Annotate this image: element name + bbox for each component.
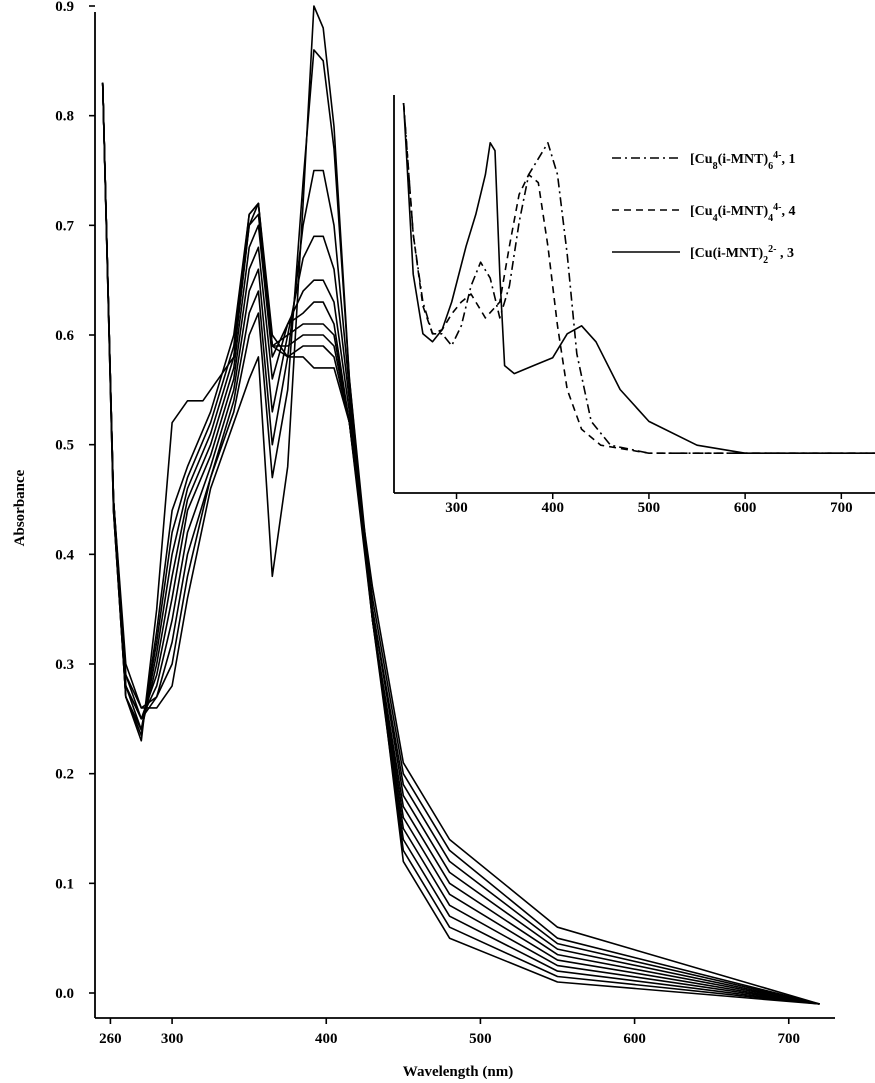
y-tick-label: 0.0 <box>55 986 74 1002</box>
x-tick-label: 600 <box>623 1031 646 1047</box>
legend-label-part: [Cu <box>690 152 713 167</box>
legend-label-part: (i-MNT) <box>713 246 764 261</box>
y-tick-label: 0.1 <box>55 876 74 892</box>
inset-x-tick-label: 700 <box>830 500 853 516</box>
inset-plot: 300 400 500 600 700 [Cu8(i-MNT)64-, 1[Cu4(i-… <box>393 95 875 516</box>
y-tick-label: 0.5 <box>55 438 74 454</box>
legend-label-part: (i-MNT) <box>718 152 769 167</box>
main-x-ticks: 260 300 400 500 600 700 <box>99 1018 800 1047</box>
inset-x-tick-label: 400 <box>541 500 564 516</box>
legend-label-part: [Cu <box>690 246 713 261</box>
legend-label-part: 4- <box>773 150 781 161</box>
y-tick-label: 0.9 <box>55 0 74 15</box>
legend-label-part: 4 <box>768 213 773 224</box>
main-y-ticks: 0.0 0.1 0.2 0.3 0.4 0.5 0.6 0.7 0.8 0.9 <box>55 0 95 1002</box>
legend-label-part: 4 <box>713 213 718 224</box>
inset-curves <box>402 102 875 454</box>
main-plot: 0.0 0.1 0.2 0.3 0.4 0.5 0.6 0.7 0.8 0.9 260 300 400… <box>12 0 835 1080</box>
inset-x-ticks: 300 400 500 600 700 <box>445 493 853 516</box>
inset-spectrum-curve-1 <box>402 102 875 454</box>
inset-legend: [Cu8(i-MNT)64-, 1[Cu4(i-MNT)44-, 4[Cu(i-… <box>612 150 795 266</box>
legend-label-part: 8 <box>713 161 718 172</box>
y-tick-label: 0.8 <box>55 109 74 125</box>
main-curves <box>101 5 820 1005</box>
legend-label-1: [Cu8(i-MNT)64-, 1 <box>690 150 795 172</box>
main-x-axis-title: Wavelength (nm) <box>403 1064 513 1080</box>
inset-spectrum-curve-3 <box>402 102 875 454</box>
legend-label-part: 2- <box>768 244 776 255</box>
main-spectrum-curve-10 <box>101 82 820 1005</box>
legend-label-part: 4- <box>773 202 781 213</box>
y-tick-label: 0.6 <box>55 328 74 344</box>
legend-label-part: , 3 <box>776 246 794 261</box>
x-tick-label: 500 <box>469 1031 492 1047</box>
y-tick-label: 0.4 <box>55 547 74 563</box>
inset-x-tick-label: 500 <box>638 500 661 516</box>
main-spectrum-curve-6 <box>101 82 820 1005</box>
legend-label-part: 6 <box>768 161 773 172</box>
x-tick-label: 400 <box>315 1031 338 1047</box>
main-spectrum-curve-2 <box>101 49 820 1005</box>
legend-label-2: [Cu4(i-MNT)44-, 4 <box>690 202 795 224</box>
legend-label-part: [Cu <box>690 204 713 219</box>
x-tick-label: 260 <box>99 1031 122 1047</box>
y-tick-label: 0.3 <box>55 657 74 673</box>
y-tick-label: 0.7 <box>55 218 74 234</box>
legend-label-part: , 1 <box>781 152 795 167</box>
legend-label-part: , 4 <box>781 204 795 219</box>
inset-spectrum-curve-2 <box>402 102 875 454</box>
x-tick-label: 700 <box>778 1031 801 1047</box>
inset-x-tick-label: 300 <box>445 500 468 516</box>
inset-x-tick-label: 600 <box>734 500 757 516</box>
legend-label-part: (i-MNT) <box>718 204 769 219</box>
y-tick-label: 0.2 <box>55 767 74 783</box>
main-spectrum-curve-9 <box>101 82 820 1005</box>
x-tick-label: 300 <box>161 1031 184 1047</box>
legend-label-3: [Cu(i-MNT)22- , 3 <box>690 244 794 266</box>
legend-label-part: 2 <box>763 255 768 266</box>
main-y-axis-title: Absorbance <box>12 469 28 546</box>
